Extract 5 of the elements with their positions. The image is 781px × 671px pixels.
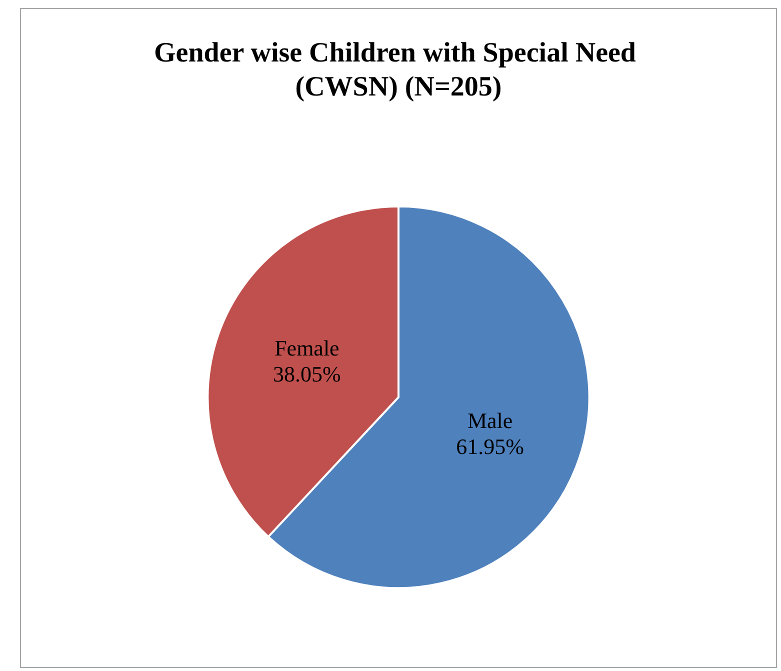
data-label: 38.05% <box>273 362 341 387</box>
slice-label: Female <box>274 336 340 361</box>
data-label: 61.95% <box>456 434 524 459</box>
chart-title: Gender wise Children with Special Need (CWSN) (N=205) <box>154 38 643 102</box>
slice-label: Male <box>467 408 513 433</box>
